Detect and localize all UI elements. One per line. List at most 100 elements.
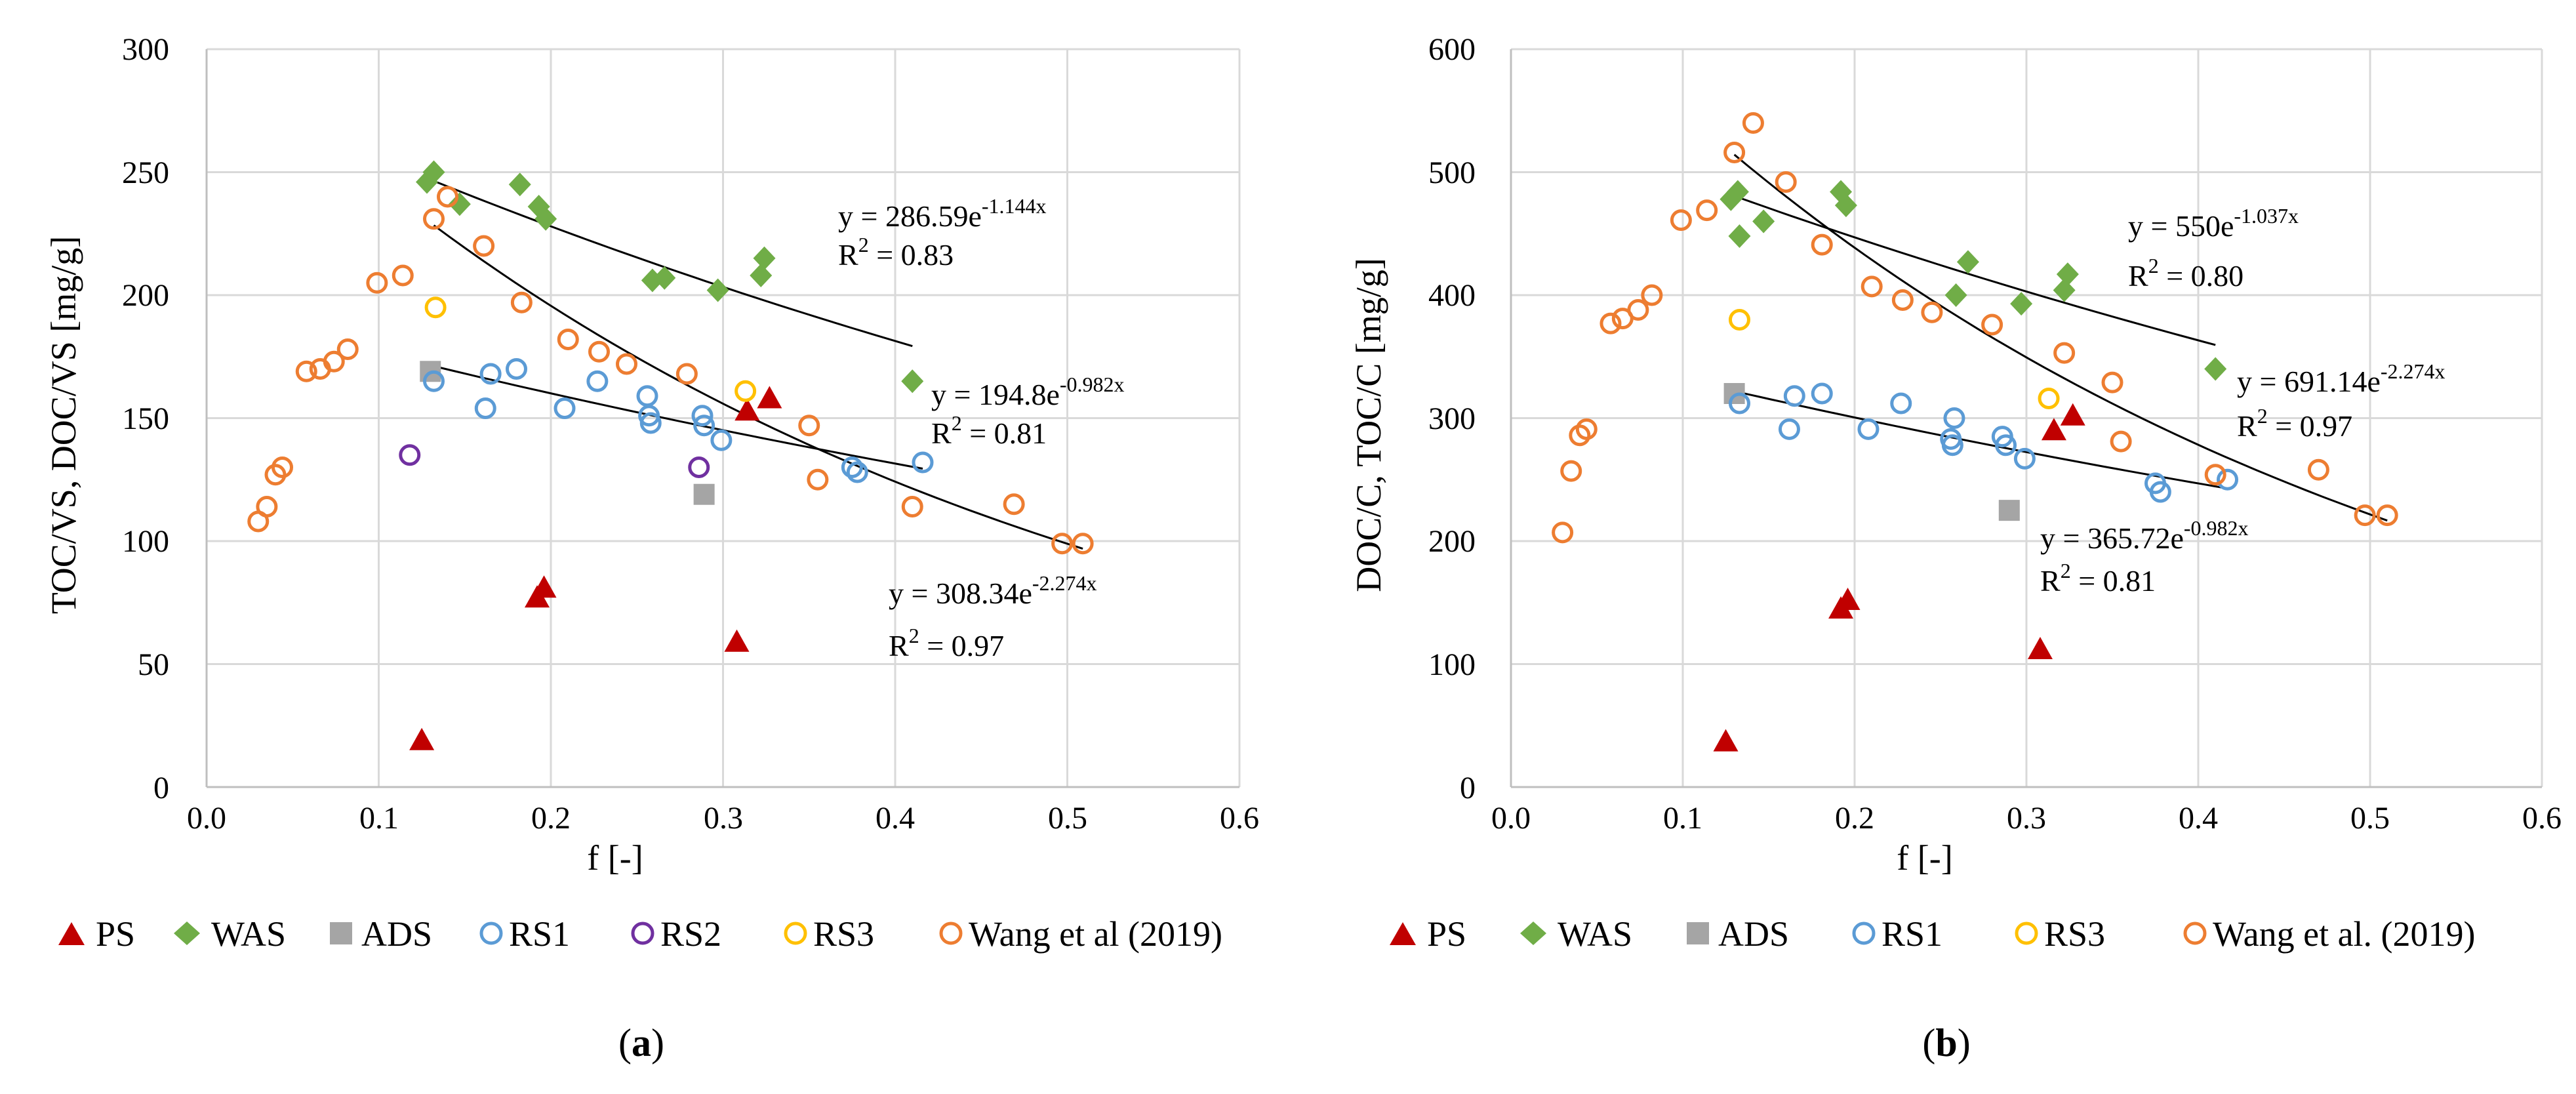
panel-b-trendlines bbox=[1730, 153, 2388, 522]
y-tick-label: 600 bbox=[1428, 32, 1476, 67]
data-point-ps bbox=[2060, 403, 2085, 426]
legend-label: ADS bbox=[1718, 914, 1789, 954]
x-tick-label: 0.5 bbox=[2350, 801, 2390, 836]
panel-b-axes bbox=[1510, 49, 2542, 788]
y-tick-label: 200 bbox=[122, 278, 169, 313]
data-point-wang-et-al-2019 bbox=[616, 353, 637, 375]
legend-label: WAS bbox=[211, 914, 286, 954]
data-point-ps bbox=[2041, 418, 2066, 441]
data-point-was bbox=[1944, 283, 1967, 307]
equation-coefficient: y = 691.14e bbox=[2237, 365, 2381, 398]
data-point-rs1 bbox=[423, 370, 445, 392]
data-point-wang-et-al-2019 bbox=[1552, 521, 1574, 544]
trendline-equation: y = 550e-1.037x R2 = 0.80 bbox=[2128, 204, 2299, 293]
x-tick-label: 0.6 bbox=[1220, 801, 1259, 836]
data-point-ads bbox=[1998, 500, 2020, 521]
data-point-rs1 bbox=[553, 397, 576, 419]
data-point-wang-et-al-2019 bbox=[1600, 312, 1622, 334]
legend-marker-wang bbox=[2183, 922, 2207, 945]
legend-marker-was bbox=[1520, 922, 1546, 945]
panel-a-label: (a) bbox=[618, 1021, 664, 1064]
equation-coefficient: y = 550e bbox=[2128, 209, 2234, 243]
data-point-rs1 bbox=[846, 461, 868, 483]
data-point-was bbox=[750, 264, 773, 287]
y-tick-label: 250 bbox=[122, 155, 169, 190]
legend-item: RS1 bbox=[479, 914, 570, 954]
y-tick-label: 100 bbox=[1428, 647, 1476, 682]
data-point-wang-et-al-2019 bbox=[1072, 533, 1094, 555]
panel-a-trendlines bbox=[426, 177, 1083, 550]
legend-marker-rs2 bbox=[631, 922, 654, 945]
legend-item: RS2 bbox=[631, 914, 721, 954]
y-axis-label: DOC/C, TOC/C [mg/g] bbox=[1349, 258, 1388, 592]
r-squared-value: = 0.97 bbox=[927, 629, 1004, 662]
data-point-rs1 bbox=[1890, 392, 1912, 415]
r-squared-value: = 0.83 bbox=[876, 238, 954, 272]
data-point-was bbox=[753, 246, 776, 270]
x-tick-label: 0.2 bbox=[1835, 801, 1874, 836]
r-squared-text: R2 = 0.81 bbox=[2040, 559, 2156, 598]
x-tick-label: 0.4 bbox=[875, 801, 915, 836]
data-point-wang-et-al-2019 bbox=[1641, 284, 1663, 306]
equation-coefficient: y = 308.34e bbox=[889, 577, 1032, 610]
trendline bbox=[1733, 153, 2388, 522]
equation-coefficient: y = 194.8e bbox=[931, 378, 1060, 411]
x-tick-label: 0.3 bbox=[2007, 801, 2046, 836]
x-tick-label: 0.0 bbox=[187, 801, 226, 836]
data-point-was bbox=[1728, 224, 1751, 248]
legend-label: RS1 bbox=[509, 914, 570, 954]
panel-a-grid bbox=[207, 48, 1241, 787]
data-point-ps bbox=[2027, 637, 2053, 659]
legend-label: Wang et al. (2019) bbox=[2213, 914, 2476, 954]
r-squared-text: R2 = 0.83 bbox=[838, 233, 954, 272]
data-point-rs3 bbox=[735, 380, 757, 402]
y-tick-label: 200 bbox=[1428, 524, 1476, 559]
x-tick-label: 0.3 bbox=[704, 801, 743, 836]
legend-label: Wang et al (2019) bbox=[969, 914, 1222, 954]
data-point-was bbox=[1752, 209, 1775, 233]
data-point-wang-et-al-2019 bbox=[1921, 301, 1943, 323]
legend-item: RS3 bbox=[784, 914, 874, 954]
x-tick-label: 0.1 bbox=[359, 801, 399, 836]
data-point-was bbox=[448, 192, 471, 216]
data-point-rs1 bbox=[1995, 434, 2017, 456]
x-axis-label: f [-] bbox=[587, 838, 643, 878]
data-point-ps bbox=[735, 398, 760, 421]
data-point-rs1 bbox=[474, 397, 496, 419]
data-point-wang-et-al-2019 bbox=[2110, 430, 2132, 453]
data-point-wang-et-al-2019 bbox=[1981, 314, 2003, 336]
r-squared-value: = 0.80 bbox=[2166, 259, 2244, 293]
legend-label: RS2 bbox=[660, 914, 721, 954]
data-point-wang-et-al-2019 bbox=[295, 360, 317, 382]
x-tick-label: 0.5 bbox=[1048, 801, 1087, 836]
r-squared-value: = 0.97 bbox=[2275, 409, 2352, 443]
x-tick-label: 0.4 bbox=[2179, 801, 2218, 836]
data-point-wang-et-al-2019 bbox=[901, 496, 923, 517]
legend-marker-rs1 bbox=[1852, 922, 1876, 945]
trendline-equation: y = 691.14e-2.274x R2 = 0.97 bbox=[2237, 359, 2445, 443]
data-point-wang-et-al-2019 bbox=[1569, 424, 1591, 447]
data-point-wang-et-al-2019 bbox=[1560, 460, 1582, 482]
r-squared-value: = 0.81 bbox=[2078, 564, 2156, 598]
data-point-wang-et-al-2019 bbox=[2101, 371, 2123, 394]
data-point-wang-et-al-2019 bbox=[323, 350, 345, 373]
data-point-rs1 bbox=[693, 415, 715, 437]
panel-b: 0 100 200 300 400 500 600 0.0 0.1 0.2 0.… bbox=[1349, 32, 2562, 1064]
data-point-wang-et-al-2019 bbox=[1696, 199, 1718, 222]
data-point-wang-et-al-2019 bbox=[510, 291, 533, 314]
legend-item: Wang et al (2019) bbox=[939, 914, 1222, 954]
data-point-rs1 bbox=[586, 370, 609, 392]
panel-b-points bbox=[1552, 112, 2398, 752]
data-point-rs1 bbox=[506, 358, 527, 380]
trendline-equation: y = 194.8e-0.982x R2 = 0.81 bbox=[931, 373, 1125, 450]
trendline bbox=[1734, 390, 2228, 490]
legend-item: WAS bbox=[174, 914, 286, 954]
y-tick-label: 0 bbox=[153, 771, 169, 805]
data-point-wang-et-al-2019 bbox=[1051, 533, 1074, 555]
equation-coefficient: y = 286.59e bbox=[838, 199, 982, 233]
data-point-rs1 bbox=[2013, 447, 2036, 470]
data-point-wang-et-al-2019 bbox=[1723, 142, 1746, 163]
data-point-wang-et-al-2019 bbox=[437, 186, 458, 208]
legend-item: RS1 bbox=[1852, 914, 1942, 954]
